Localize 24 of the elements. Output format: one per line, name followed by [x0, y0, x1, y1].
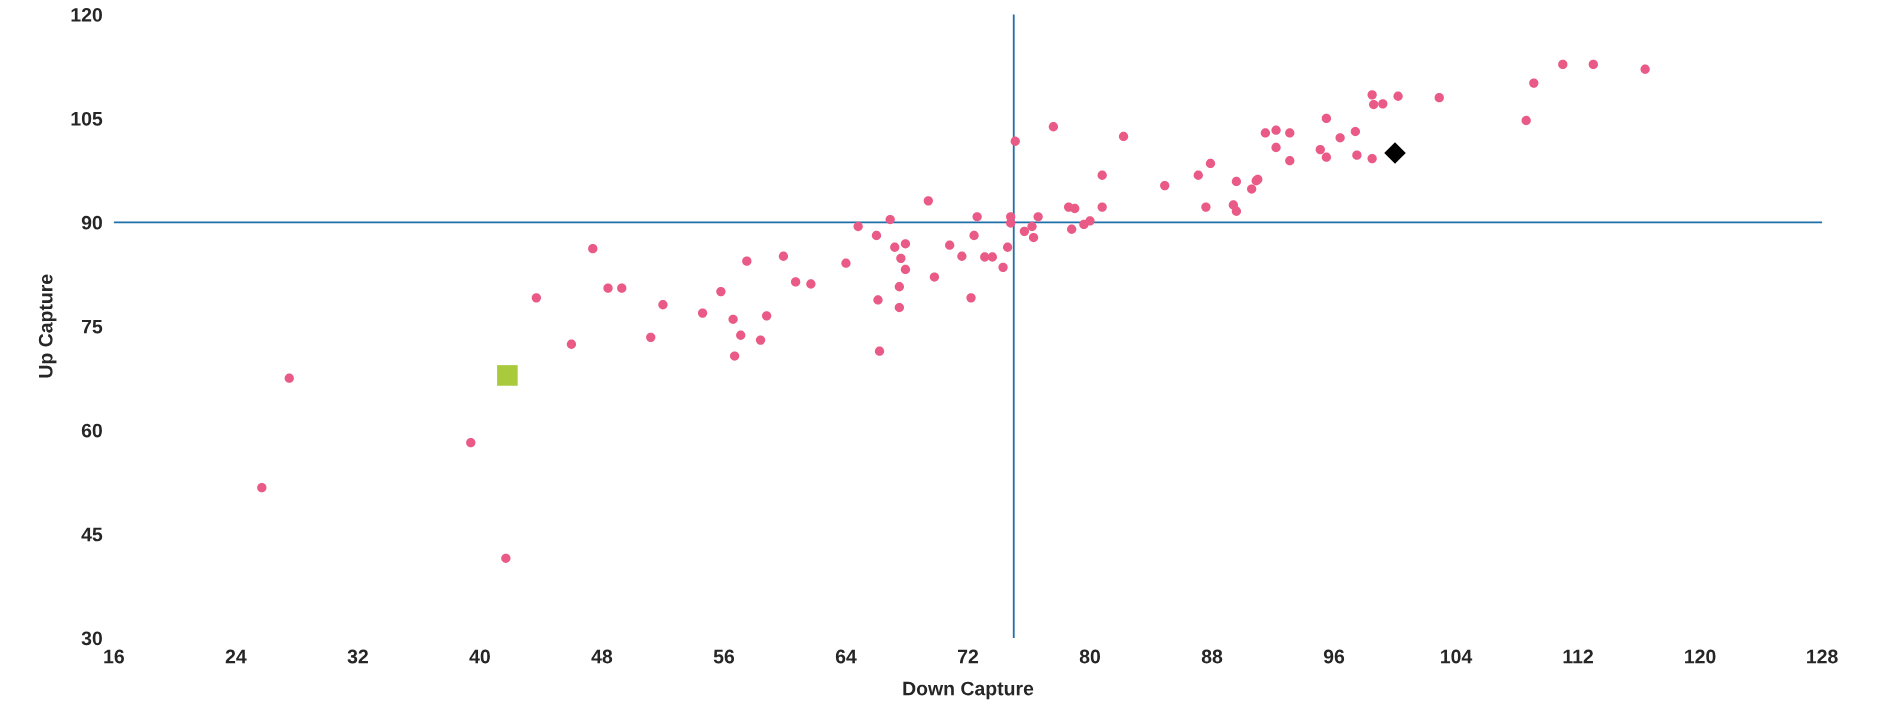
x-tick-label: 96: [1323, 649, 1345, 664]
y-tick-label: 120: [71, 7, 102, 22]
x-tick-label: 16: [104, 649, 124, 664]
y-axis-title: Up Capture: [38, 274, 57, 378]
y-tick-label: 75: [81, 319, 103, 334]
x-tick-label: 128: [1807, 649, 1838, 664]
x-tick-label: 80: [1079, 649, 1101, 664]
x-tick-label: 64: [835, 649, 857, 664]
x-tick-label: 72: [958, 649, 979, 664]
x-tick-label: 32: [347, 649, 368, 664]
x-tick-label: 40: [469, 649, 490, 664]
y-tick-label: 90: [81, 215, 102, 230]
y-tick-label: 105: [71, 111, 103, 126]
x-tick-label: 120: [1685, 649, 1716, 664]
y-tick-label: 60: [81, 423, 102, 438]
x-tick-label: 112: [1563, 649, 1593, 664]
x-tick-label: 104: [1441, 649, 1473, 664]
x-tick-label: 56: [713, 649, 735, 664]
y-tick-label: 30: [81, 631, 102, 646]
x-tick-label: 24: [225, 649, 247, 664]
x-tick-label: 48: [591, 649, 613, 664]
x-axis-title: Down Capture: [903, 681, 1034, 700]
x-tick-label: 88: [1201, 649, 1223, 664]
y-tick-label: 45: [81, 527, 103, 542]
